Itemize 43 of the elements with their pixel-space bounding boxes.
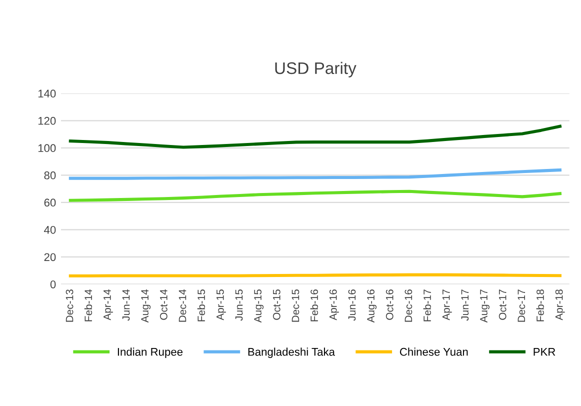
- x-tick-label: Aug-14: [141, 289, 151, 323]
- y-tick-label: 100: [38, 144, 56, 152]
- chart-title: USD Parity: [275, 62, 356, 78]
- x-tick-label: Dec-16: [404, 290, 412, 322]
- y-tick-label: 0: [50, 280, 56, 288]
- x-tick-label: Apr-15: [216, 289, 226, 320]
- x-tick-label: Aug-16: [367, 290, 377, 323]
- x-tick-label: Apr-14: [104, 289, 113, 320]
- x-tick-label: Aug-15: [254, 289, 264, 323]
- x-tick-label: Apr-16: [329, 290, 339, 320]
- x-tick-label: Feb-16: [310, 290, 318, 322]
- y-tick-label: 80: [44, 171, 56, 180]
- x-tick-label: Dec-14: [178, 289, 186, 322]
- line-series: [68, 168, 562, 180]
- y-tick-label: 60: [44, 198, 56, 207]
- y-tick-label: 120: [38, 116, 56, 125]
- x-tick-label: Feb-15: [197, 289, 206, 322]
- x-tick-label: Feb-18: [536, 290, 544, 322]
- x-tick-label: Feb-14: [84, 289, 92, 322]
- x-tick-label: Oct-16: [386, 290, 394, 320]
- legend-label: Bangladeshi Taka: [248, 348, 335, 358]
- x-tick-label: Apr-17: [442, 290, 452, 320]
- x-tick-label: Jun-17: [461, 290, 469, 321]
- legend-label: PKR: [534, 348, 556, 356]
- x-tick-label: Dec-17: [518, 290, 526, 322]
- x-tick-label: Apr-18: [555, 290, 565, 320]
- legend-label: Indian Rupee: [118, 348, 183, 358]
- x-tick-label: Jun-14: [122, 289, 130, 321]
- y-tick-label: 140: [38, 90, 56, 98]
- y-tick-label: 20: [44, 253, 56, 262]
- x-tick-label: Oct-15: [272, 289, 280, 320]
- x-tick-label: Oct-17: [498, 290, 506, 320]
- legend-label: Chinese Yuan: [400, 348, 468, 356]
- x-tick-label: Jun-16: [348, 290, 356, 321]
- x-tick-label: Feb-17: [423, 290, 431, 322]
- x-tick-label: Jun-15: [235, 289, 243, 321]
- x-tick-label: Aug-17: [480, 290, 490, 323]
- x-tick-label: Oct-14: [160, 289, 168, 320]
- line-series: [68, 190, 562, 202]
- x-tick-label: Dec-15: [292, 289, 300, 322]
- line-series: [68, 124, 562, 149]
- x-tick-label: Dec-13: [66, 290, 74, 322]
- y-tick-label: 40: [44, 226, 56, 234]
